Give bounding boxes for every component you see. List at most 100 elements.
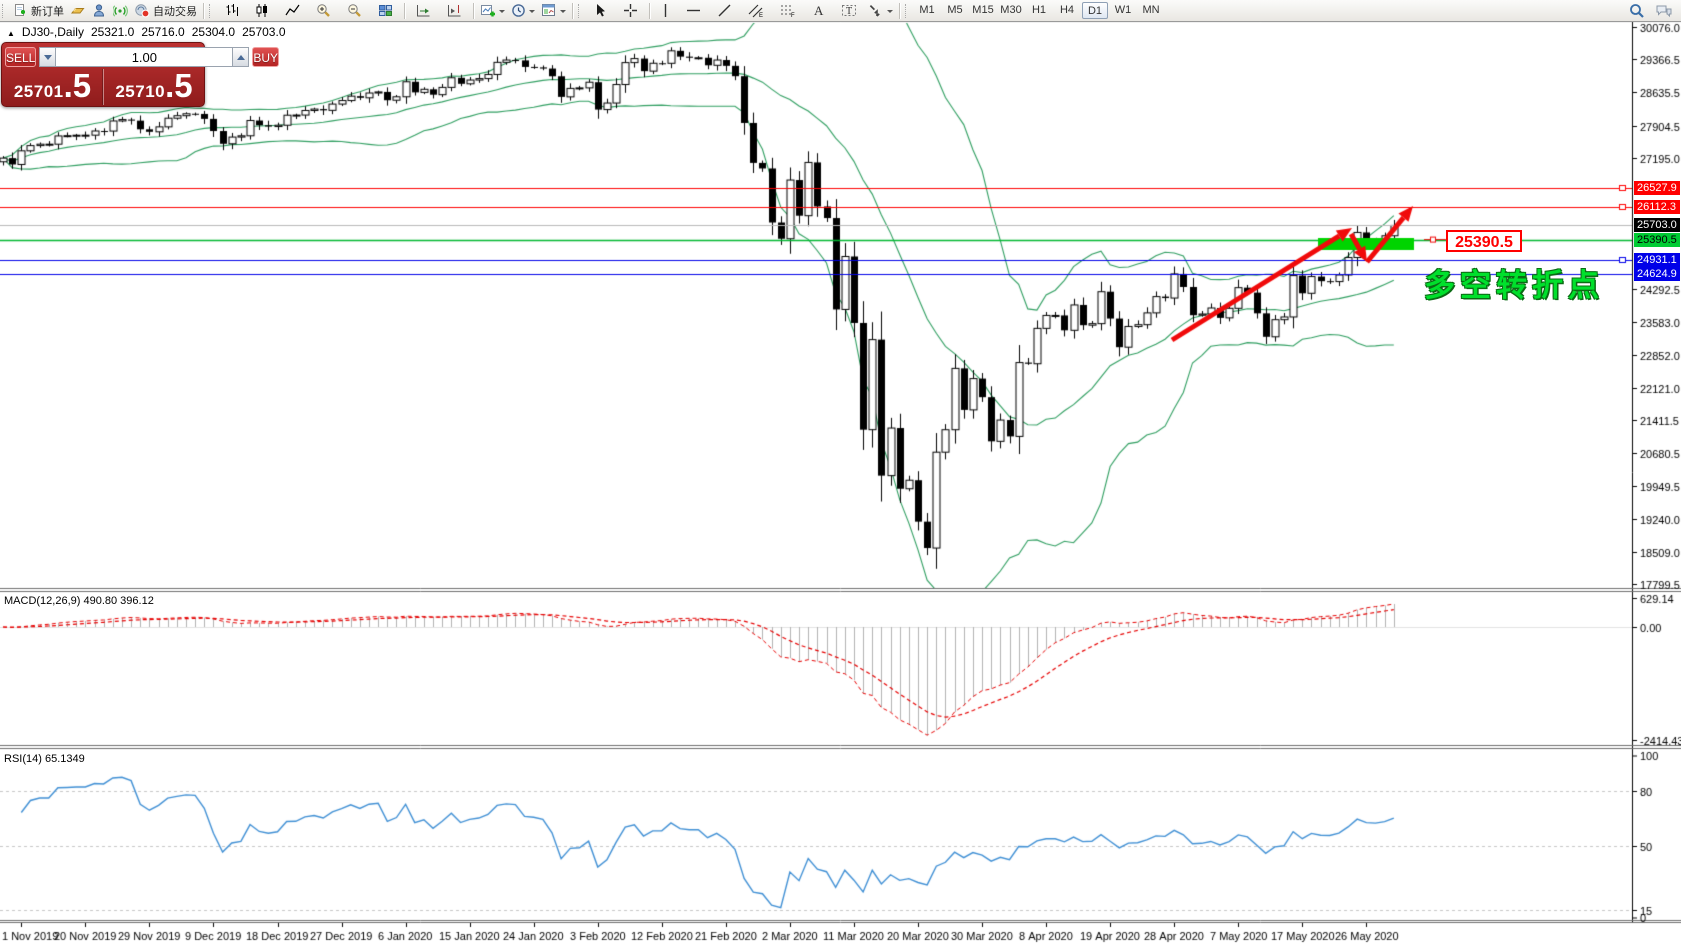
- dropdown-caret-icon: [887, 9, 893, 16]
- bar-chart-mode-button[interactable]: [217, 1, 247, 20]
- candlestick-mode-button[interactable]: [247, 1, 277, 20]
- symbol-period-title: DJ30-,Daily: [21, 25, 84, 39]
- separator: [572, 2, 573, 19]
- price-line-axis-label: 26527.9: [1634, 181, 1680, 195]
- toolbar-grip: [905, 3, 910, 18]
- new-chart-button[interactable]: [477, 1, 508, 20]
- text-tool-button[interactable]: A: [804, 1, 833, 20]
- horizontal-line-tool-button[interactable]: [678, 1, 709, 20]
- horizontal-line-icon: [686, 3, 701, 18]
- chart-shift-button[interactable]: [439, 1, 470, 20]
- zoom-in-button[interactable]: [308, 1, 339, 20]
- timeframe-h4-button[interactable]: H4: [1059, 4, 1075, 16]
- arrows-tool-button[interactable]: [865, 1, 896, 20]
- price-line-axis-label: 24931.1: [1634, 253, 1680, 267]
- buy-price-fraction: .5: [165, 67, 193, 104]
- timeframe-m15-button[interactable]: M15: [972, 4, 994, 16]
- volume-input[interactable]: [56, 47, 233, 67]
- toolbar-grip: [2, 3, 7, 18]
- fibonacci-tool-button[interactable]: F: [772, 1, 804, 20]
- equidistant-channel-icon: E: [748, 3, 764, 18]
- chat-button[interactable]: [1655, 3, 1673, 19]
- channel-tool-button[interactable]: E: [740, 1, 772, 20]
- svg-text:A: A: [814, 3, 824, 18]
- dropdown-caret-icon: [529, 9, 535, 16]
- person-icon: [92, 3, 107, 18]
- search-button[interactable]: [1629, 3, 1645, 19]
- trade-panel-prices: 25701 .5 25710 .5: [2, 69, 204, 105]
- toolbar-grip: [578, 3, 583, 18]
- timeframe-m5-button[interactable]: M5: [947, 4, 963, 16]
- arrow-shapes-icon: [868, 3, 884, 18]
- ohlc-close: 25703.0: [242, 25, 286, 39]
- templates-button[interactable]: [538, 1, 569, 20]
- timeframe-d1-button[interactable]: D1: [1082, 2, 1108, 19]
- vertical-line-icon: [661, 3, 670, 18]
- tile-windows-icon: [378, 3, 393, 18]
- macd-indicator-label: MACD(12,26,9) 490.80 396.12: [4, 595, 154, 607]
- toolbar-grip: [209, 3, 214, 18]
- buy-price[interactable]: 25710 .5: [103, 69, 204, 105]
- algo-trading-label: 自动交易: [153, 5, 197, 18]
- trade-panel-controls: SELL BUY: [2, 46, 280, 68]
- separator: [649, 2, 650, 19]
- periods-button[interactable]: [508, 1, 538, 20]
- new-order-button[interactable]: 新订单: [10, 1, 67, 20]
- sell-price-main: 25701: [13, 82, 64, 101]
- svg-text:T: T: [846, 6, 852, 17]
- toolbar-right-group: [1629, 1, 1673, 20]
- text-label-tool-button[interactable]: T: [833, 1, 865, 20]
- line-chart-mode-button[interactable]: [277, 1, 308, 20]
- vertical-line-tool-button[interactable]: [653, 1, 678, 20]
- dropdown-caret-icon: [499, 9, 505, 16]
- zoom-out-button[interactable]: [339, 1, 370, 20]
- market-depth-button[interactable]: [67, 1, 89, 20]
- timeframe-w1-button[interactable]: W1: [1114, 4, 1132, 16]
- rsi-indicator-label: RSI(14) 65.1349: [4, 753, 85, 765]
- new-chart-icon: [480, 3, 496, 18]
- trendline-tool-button[interactable]: [709, 1, 740, 20]
- sell-button[interactable]: SELL: [5, 47, 37, 67]
- crosshair-tool-button[interactable]: [615, 1, 646, 20]
- separator: [203, 2, 204, 19]
- new-order-label: 新订单: [31, 5, 64, 18]
- svg-text:E: E: [759, 13, 763, 18]
- sell-price[interactable]: 25701 .5: [2, 69, 103, 105]
- volume-decrease-button[interactable]: [39, 47, 57, 67]
- auto-scroll-button[interactable]: [408, 1, 439, 20]
- one-click-trading-panel: SELL BUY 25701 .5 25710 .5: [1, 42, 280, 107]
- chart-title-bar: ▲ DJ30-,Daily 25321.0 25716.0 25304.0 25…: [7, 25, 286, 39]
- price-annotation-label[interactable]: 25390.5: [1446, 230, 1522, 252]
- template-icon: [541, 3, 557, 18]
- price-line-axis-label: 26112.3: [1634, 200, 1680, 214]
- ohlc-bars-icon: [225, 3, 239, 18]
- line-chart-icon: [285, 3, 300, 18]
- cursor-tool-button[interactable]: [586, 1, 615, 20]
- volume-increase-button[interactable]: [232, 47, 250, 67]
- trendline-icon: [717, 3, 732, 18]
- signal-waves-icon: [113, 3, 128, 18]
- crosshair-icon: [623, 3, 638, 18]
- collapse-marker-icon[interactable]: ▲: [7, 29, 15, 38]
- timeframe-m1-button[interactable]: M1: [919, 4, 935, 16]
- turning-point-annotation[interactable]: 多空转折点: [1424, 268, 1604, 303]
- text-icon: A: [812, 3, 825, 18]
- main-toolbar: 新订单 自动交易: [0, 0, 1681, 22]
- buy-button[interactable]: BUY: [252, 47, 280, 67]
- algo-trading-icon: [134, 3, 150, 18]
- auto-scroll-icon: [416, 3, 431, 18]
- timeframe-m30-button[interactable]: M30: [1000, 4, 1022, 16]
- cursor-arrow-icon: [594, 3, 607, 18]
- timeframe-mn-button[interactable]: MN: [1142, 4, 1160, 16]
- timeframe-h1-button[interactable]: H1: [1031, 4, 1047, 16]
- signals-button[interactable]: [110, 1, 131, 20]
- tile-windows-button[interactable]: [370, 1, 401, 20]
- market-watch-button[interactable]: [89, 1, 110, 20]
- svg-text:F: F: [791, 13, 795, 18]
- algo-trading-button[interactable]: 自动交易: [131, 1, 200, 20]
- price-line-axis-label: 24624.9: [1634, 267, 1680, 281]
- ohlc-low: 25304.0: [191, 25, 236, 39]
- fibonacci-icon: F: [780, 3, 796, 18]
